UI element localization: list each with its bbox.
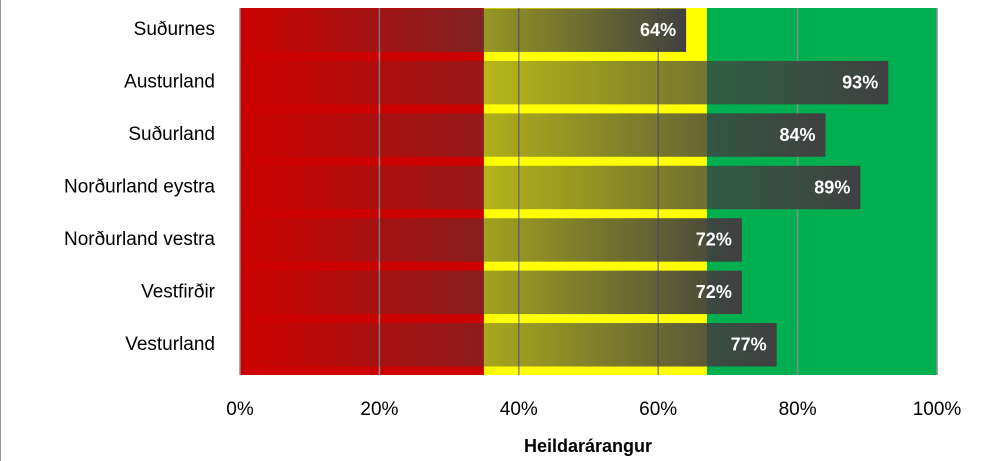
- x-tick-label: 0%: [226, 399, 254, 420]
- y-tick-label: Norðurland vestra: [64, 229, 215, 250]
- x-tick-label: 60%: [639, 399, 677, 420]
- bar: [240, 60, 889, 105]
- y-tick-label: Suðurnes: [134, 19, 215, 40]
- x-tick-label: 80%: [779, 399, 817, 420]
- y-tick-label: Vesturland: [125, 334, 215, 355]
- x-tick-label: 100%: [913, 399, 962, 420]
- value-label: 93%: [842, 72, 878, 92]
- bar: [240, 323, 777, 367]
- value-label: 77%: [731, 335, 767, 355]
- bar: [240, 8, 687, 52]
- x-tick-label: 40%: [500, 399, 538, 420]
- y-tick-label: Austurland: [124, 72, 215, 93]
- value-label: 64%: [640, 20, 676, 40]
- y-tick-label: Suðurland: [128, 124, 215, 145]
- y-tick-label: Norðurland eystra: [64, 177, 215, 198]
- bar: [240, 113, 826, 157]
- value-label: 72%: [696, 230, 732, 250]
- value-label: 72%: [696, 282, 732, 302]
- value-label: 89%: [814, 177, 850, 197]
- y-tick-label: Vestfirðir: [141, 281, 216, 302]
- bar: [240, 165, 861, 210]
- bar: [240, 270, 742, 315]
- x-axis-title: Heildarárangur: [524, 436, 652, 456]
- x-tick-label: 20%: [360, 399, 398, 420]
- value-label: 84%: [779, 125, 815, 145]
- bar: [240, 218, 742, 262]
